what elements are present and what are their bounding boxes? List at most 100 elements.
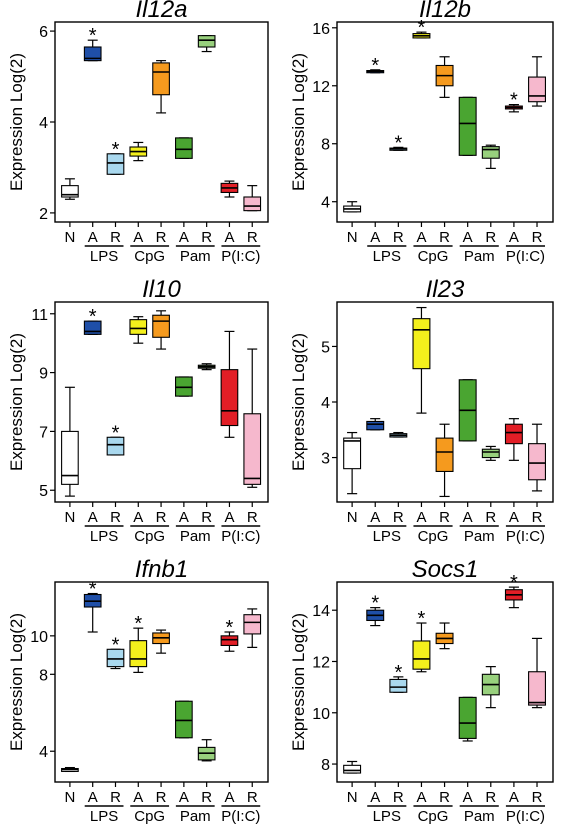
group-label-p-i-c: P(I:C) (221, 248, 260, 265)
box-iqr (152, 314, 170, 338)
group-label-p-i-c: P(I:C) (506, 808, 545, 825)
box-iqr (129, 640, 148, 668)
group-label-p-i-c: P(I:C) (221, 528, 260, 545)
panel-title: Socs1 (412, 556, 479, 583)
box-iqr (175, 700, 193, 739)
significance-star: * (418, 17, 426, 39)
box-iqr (61, 430, 79, 485)
x-tick-label: A (509, 789, 519, 806)
x-tick-label: R (201, 509, 212, 526)
box-p-i-c-r (528, 56, 546, 107)
box-iqr (61, 185, 79, 198)
significance-star: * (510, 572, 518, 594)
group-label-cpg: CpG (418, 528, 449, 545)
box-iqr (197, 35, 216, 48)
box-cpg-a (129, 316, 148, 344)
box-n (343, 760, 362, 774)
x-tick-label: A (88, 789, 98, 806)
box-iqr (412, 318, 431, 370)
box-iqr (435, 437, 454, 472)
x-tick-label: A (133, 229, 143, 246)
y-tick-label: 2 (39, 206, 48, 223)
y-tick-label: 3 (321, 451, 330, 468)
box-p-i-c-r (243, 608, 262, 648)
box-cpg-r (435, 622, 454, 650)
panel-title: Il23 (426, 276, 465, 303)
box-cpg-r (152, 60, 170, 114)
group-label-p-i-c: P(I:C) (221, 808, 260, 825)
box-pam-a (458, 696, 477, 742)
box-lps-a (366, 418, 385, 431)
box-p-i-c-a (504, 418, 523, 461)
box-cpg-a: * (412, 608, 431, 673)
box-p-i-c-a: * (504, 90, 523, 113)
y-tick-label: 7 (39, 424, 48, 441)
box-lps-a: * (366, 55, 385, 77)
box-pam-r (197, 363, 216, 371)
group-label-lps: LPS (373, 808, 401, 825)
significance-star: * (112, 422, 120, 444)
significance-star: * (89, 579, 97, 601)
x-tick-label: R (110, 229, 121, 246)
box-p-i-c-r (528, 637, 546, 709)
y-tick-label: 14 (312, 603, 330, 620)
x-tick-label: R (532, 789, 543, 806)
box-lps-r: * (389, 132, 408, 154)
x-tick-label: R (439, 789, 450, 806)
group-label-pam: Pam (180, 248, 211, 265)
panel-title: Il10 (142, 276, 181, 303)
box-iqr (220, 635, 239, 647)
box-iqr (106, 153, 125, 175)
box-iqr (412, 640, 431, 670)
box-iqr (175, 137, 193, 159)
x-tick-label: N (347, 789, 358, 806)
group-label-pam: Pam (464, 808, 495, 825)
y-tick-label: 8 (39, 667, 48, 684)
group-label-lps: LPS (90, 528, 118, 545)
x-tick-label: A (88, 229, 98, 246)
x-tick-label: A (224, 789, 234, 806)
box-cpg-r (435, 423, 454, 498)
group-label-pam: Pam (180, 808, 211, 825)
x-tick-label: R (532, 229, 543, 246)
x-tick-label: A (133, 789, 143, 806)
x-tick-label: A (416, 509, 426, 526)
box-lps-a: * (83, 25, 102, 62)
group-label-cpg: CpG (418, 808, 449, 825)
box-lps-r: * (106, 139, 125, 175)
x-tick-label: A (463, 229, 473, 246)
box-p-i-c-r (243, 185, 262, 212)
group-label-lps: LPS (90, 248, 118, 265)
box-p-i-c-a: * (220, 617, 239, 652)
y-tick-label: 12 (312, 654, 330, 671)
x-tick-label: A (370, 229, 380, 246)
y-tick-label: 8 (321, 137, 330, 154)
x-tick-label: R (393, 229, 404, 246)
x-tick-label: A (463, 789, 473, 806)
box-iqr (481, 448, 500, 459)
group-label-p-i-c: P(I:C) (506, 248, 545, 265)
box-iqr (528, 76, 546, 103)
significance-star: * (394, 662, 402, 684)
x-tick-label: R (439, 229, 450, 246)
y-axis-label: Expression Log(2) (289, 333, 308, 471)
x-tick-label: R (156, 789, 167, 806)
box-iqr (243, 413, 262, 485)
significance-star: * (89, 306, 97, 328)
plot-frame (54, 581, 269, 783)
box-n (61, 766, 79, 773)
box-iqr (343, 437, 362, 470)
box-p-i-c-a (220, 180, 239, 198)
significance-star: * (112, 634, 120, 656)
group-label-lps: LPS (373, 528, 401, 545)
box-n (343, 431, 362, 495)
y-tick-label: 4 (321, 195, 330, 212)
box-iqr (458, 696, 477, 739)
box-cpg-a: * (129, 613, 148, 673)
x-tick-label: R (532, 509, 543, 526)
x-tick-label: A (88, 509, 98, 526)
